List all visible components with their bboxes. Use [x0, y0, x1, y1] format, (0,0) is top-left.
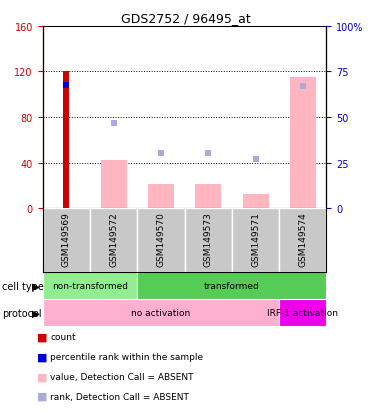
Text: ■: ■ [37, 391, 48, 401]
Text: count: count [50, 332, 76, 341]
Text: rank, Detection Call = ABSENT: rank, Detection Call = ABSENT [50, 392, 189, 401]
Text: IRF-1 activation: IRF-1 activation [267, 309, 338, 317]
Bar [185, 209, 232, 273]
Bar [90, 209, 137, 273]
Text: GSM149569: GSM149569 [62, 212, 71, 267]
Bar [43, 273, 137, 299]
Text: GSM149573: GSM149573 [204, 212, 213, 267]
Bar [137, 209, 185, 273]
Text: ■: ■ [37, 332, 48, 342]
Bar [43, 299, 279, 326]
Bar [43, 209, 90, 273]
Text: non-transformed: non-transformed [52, 282, 128, 290]
Text: no activation: no activation [131, 309, 191, 317]
Bar [243, 195, 269, 209]
Text: GDS2752 / 96495_at: GDS2752 / 96495_at [121, 12, 250, 25]
Text: GSM149571: GSM149571 [251, 212, 260, 267]
Bar [290, 78, 316, 209]
Text: ▶: ▶ [32, 308, 40, 318]
Text: cell type: cell type [2, 281, 44, 291]
Text: ▶: ▶ [32, 281, 40, 291]
Bar [148, 185, 174, 209]
Bar [137, 273, 326, 299]
Text: percentile rank within the sample: percentile rank within the sample [50, 352, 203, 361]
Bar [101, 161, 127, 209]
Text: GSM149572: GSM149572 [109, 212, 118, 267]
Bar [232, 209, 279, 273]
Text: protocol: protocol [2, 308, 42, 318]
Bar [63, 72, 69, 209]
Text: ■: ■ [37, 371, 48, 381]
Text: GSM149574: GSM149574 [298, 212, 307, 267]
Text: ■: ■ [37, 351, 48, 361]
Bar [195, 185, 221, 209]
Bar [279, 299, 326, 326]
Bar [279, 209, 326, 273]
Text: value, Detection Call = ABSENT: value, Detection Call = ABSENT [50, 372, 194, 381]
Text: transformed: transformed [204, 282, 260, 290]
Text: GSM149570: GSM149570 [157, 212, 165, 267]
